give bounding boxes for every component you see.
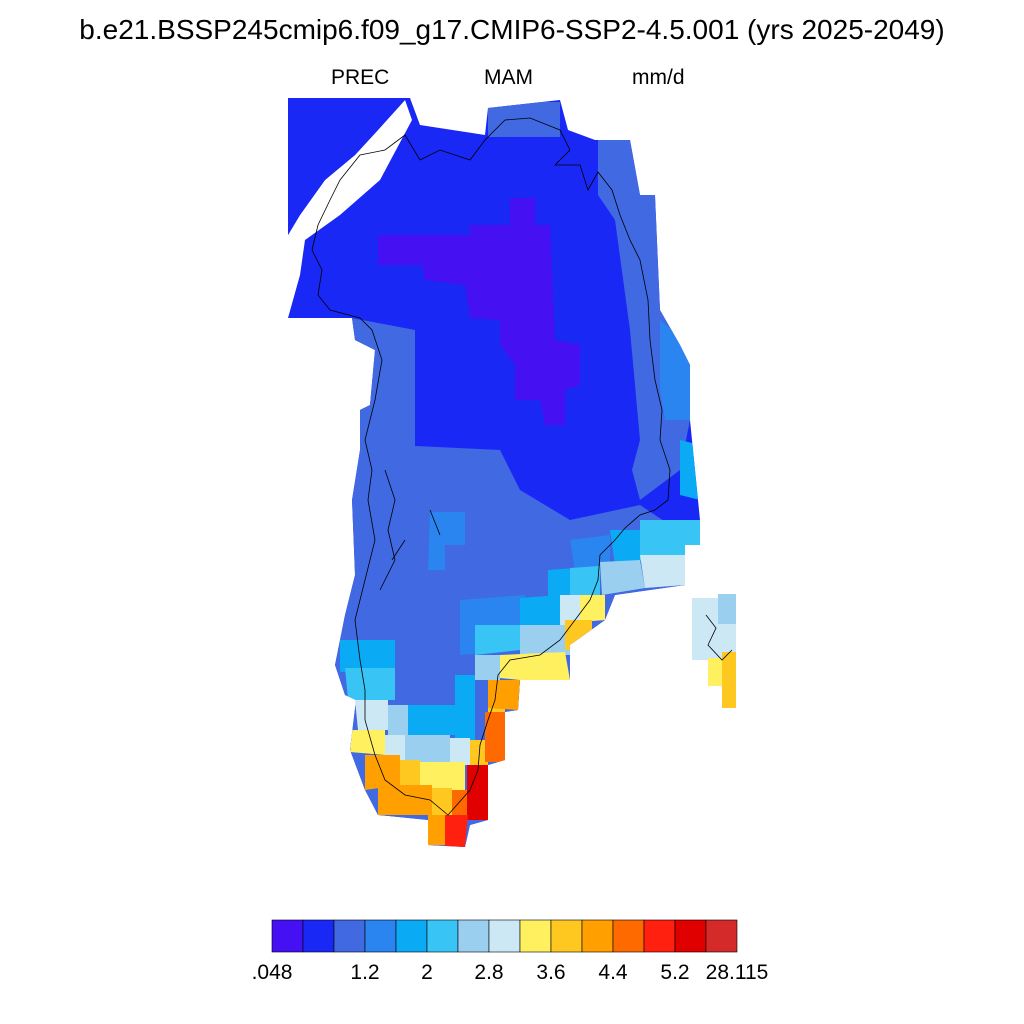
map-cell — [467, 765, 488, 820]
map-cell — [455, 675, 475, 740]
colorbar-swatch — [364, 919, 397, 953]
map-cell — [580, 595, 605, 622]
map-cell — [420, 762, 465, 790]
map-cell — [408, 705, 460, 735]
map-cell — [570, 566, 600, 596]
map-cell — [445, 815, 468, 847]
map-cell — [340, 640, 395, 672]
colorbar-swatch — [395, 919, 428, 953]
map-cell — [640, 520, 700, 560]
units-label: mm/d — [632, 66, 685, 89]
colorbar-tick-label: 28.115 — [706, 961, 769, 984]
map-cell — [560, 595, 580, 625]
map-cell — [365, 755, 400, 790]
map-cell — [475, 625, 520, 655]
colorbar-tick-label: 3.6 — [536, 961, 565, 984]
map-cell — [388, 705, 408, 735]
colorbar-swatch — [519, 919, 552, 953]
colorbar-tick-label: 2.8 — [474, 961, 503, 984]
map-cell — [378, 785, 432, 815]
plot-title: b.e21.BSSP245cmip6.f09_g17.CMIP6-SSP2-4.… — [79, 14, 945, 45]
east-patch — [692, 594, 736, 708]
colorbar-swatch — [457, 919, 490, 953]
map-cell — [488, 102, 560, 137]
map-cell — [428, 512, 465, 570]
variable-label: PREC — [331, 66, 390, 89]
colorbar-swatch — [581, 919, 614, 953]
map-cell — [405, 735, 450, 762]
colorbar-tick-label: .048 — [252, 961, 293, 984]
map-cell — [378, 198, 580, 425]
map-cell — [450, 738, 470, 765]
map-cell — [570, 535, 610, 570]
map-cell — [345, 668, 395, 700]
colorbar-swatch — [271, 919, 304, 953]
map-cell — [722, 652, 736, 708]
coastline — [379, 469, 441, 591]
map-cell — [548, 568, 575, 598]
map-cell — [432, 788, 452, 815]
colorbar-swatch — [705, 919, 738, 953]
colorbar-swatch — [426, 919, 459, 953]
map-cell — [488, 680, 520, 710]
west-island-block — [288, 98, 405, 235]
colorbar-tick-label: 5.2 — [660, 961, 689, 984]
coastline — [311, 117, 671, 816]
colorbar-tick-label: 2 — [421, 961, 433, 984]
map-cell — [350, 730, 385, 755]
map-cell — [355, 700, 388, 730]
colorbar-swatch — [643, 919, 676, 953]
colorbar-swatch — [674, 919, 707, 953]
map-cell — [452, 790, 470, 818]
map-cell — [428, 815, 450, 845]
colorbar-swatch — [612, 919, 645, 953]
colorbar-swatch — [488, 919, 521, 953]
map-cell — [400, 760, 420, 790]
map-cell — [475, 655, 500, 680]
map-cell — [485, 712, 505, 762]
map-cell — [520, 595, 560, 625]
colorbar-swatch — [302, 919, 335, 953]
map-cell — [520, 625, 570, 655]
colorbar-tick-label: 1.2 — [350, 961, 379, 984]
colorbar-swatch — [550, 919, 583, 953]
map-cell — [640, 555, 685, 588]
colorbar-swatch — [333, 919, 366, 953]
map-cell — [718, 594, 736, 624]
colorbar-tick-label: 4.4 — [598, 961, 628, 984]
map-cell — [600, 560, 645, 595]
season-label: MAM — [484, 66, 533, 89]
